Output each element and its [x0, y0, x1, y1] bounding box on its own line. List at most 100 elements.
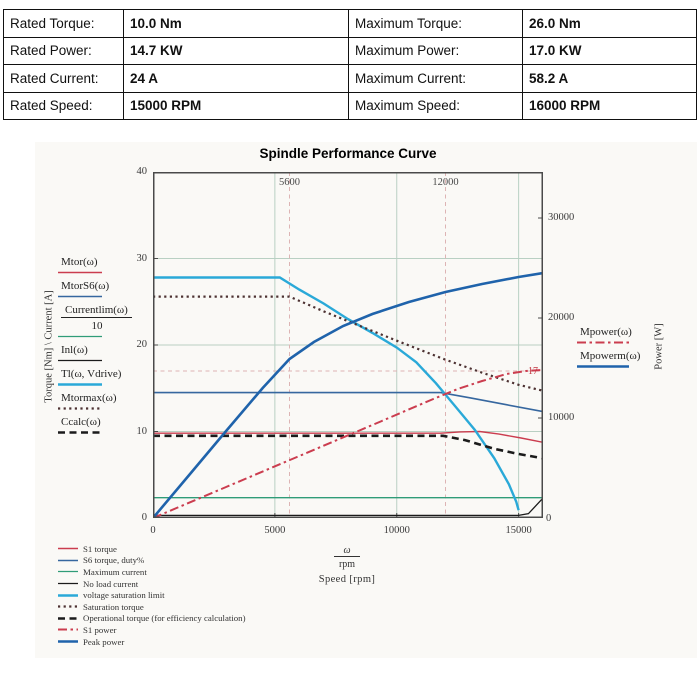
peak-power-curve: [153, 271, 543, 518]
spec-row: Rated Current: 24 A Maximum Current: 58.2 A: [3, 64, 697, 93]
trace-label-text: Mtormax(ω): [61, 392, 117, 404]
y-left-tick-label: 30: [136, 252, 148, 264]
legend-item-no-load-current: No load current: [58, 578, 246, 590]
trace-label-voltage-saturation-limit: Tl(ω, Vdrive): [58, 368, 136, 387]
right-trace-labels: Mpower(ω) Mpowerm(ω): [577, 326, 640, 374]
spec-value: 17.0 KW: [522, 36, 697, 65]
legend-line-sample: [58, 559, 78, 562]
legend-label: Maximum current: [83, 566, 147, 577]
x-tick-label: 0: [150, 525, 156, 536]
spec-row: Rated Speed: 15000 RPM Maximum Speed: 16000…: [3, 91, 697, 120]
s6-torque-duty-curve: [153, 391, 543, 413]
legend-label: Saturation torque: [83, 601, 144, 612]
y-left-tick-label: 0: [141, 512, 147, 523]
spec-value: 26.0 Nm: [522, 9, 697, 38]
legend-label: No load current: [83, 578, 139, 589]
legend-line-sample: [58, 571, 78, 573]
y-marker-label: 17: [528, 365, 538, 377]
legend-item-operational-torque-for-efficiency-calculation: Operational torque (for efficiency calcu…: [58, 613, 246, 625]
legend-line-sample: [58, 628, 78, 631]
spec-label: Rated Power:: [3, 36, 124, 65]
saturation-torque-curve: [153, 295, 543, 392]
x-tick-label: 5000: [264, 525, 286, 536]
x-marker-label: 5600: [279, 177, 300, 188]
y-right-tick-label: 10000: [548, 412, 575, 423]
chart-title: Spindle Performance Curve: [259, 146, 437, 161]
chart-legend: S1 torque S6 torque, duty% Maximum current…: [58, 543, 246, 647]
voltage-saturation-limit-curve: [153, 276, 520, 511]
spec-value: 16000 RPM: [522, 91, 697, 120]
left-trace-labels: Mtor(ω) MtorS6(ω) Currentlim(ω) 10 Inl(ω) Tl(…: [58, 256, 136, 440]
legend-item-s1-power: S1 power: [58, 624, 246, 636]
trace-label-text: Mpower(ω): [580, 326, 632, 338]
legend-line-sample: [577, 365, 629, 368]
trace-label-peak-power: Mpowerm(ω): [577, 350, 640, 369]
y-right-tick-label: 0: [546, 513, 552, 524]
legend-label: S6 torque, duty%: [83, 555, 145, 566]
x-axis-title: ω rpm Speed [rpm]: [307, 540, 387, 585]
legend-line-sample: [58, 383, 102, 386]
y-axis-left-title: Torque [Nm] \ Current [A]: [43, 290, 55, 403]
spec-value: 10.0 Nm: [123, 9, 349, 38]
spec-value: 58.2 A: [522, 64, 697, 93]
legend-line-sample: [58, 431, 102, 434]
trace-label-no-load-current: Inl(ω): [58, 344, 136, 363]
y-right-tick-label: 20000: [548, 312, 575, 323]
trace-label-text: Inl(ω): [61, 344, 88, 356]
spec-row: Rated Power: 14.7 KW Maximum Power: 17.0 KW: [3, 36, 697, 65]
trace-label-s1-power: Mpower(ω): [577, 326, 640, 345]
legend-item-voltage-saturation-limit: voltage saturation limit: [58, 589, 246, 601]
spec-label: Rated Torque:: [3, 9, 124, 38]
y-left-tick-label: 20: [136, 339, 148, 350]
legend-line-sample: [58, 407, 102, 410]
legend-item-peak-power: Peak power: [58, 636, 246, 648]
legend-item-maximum-current: Maximum current: [58, 566, 246, 578]
legend-line-sample: [58, 359, 102, 362]
spec-value: 24 A: [123, 64, 349, 93]
legend-line-sample: [58, 582, 78, 585]
trace-label-text: Currentlim(ω): [61, 304, 132, 318]
trace-label-text: Tl(ω, Vdrive): [61, 368, 122, 380]
operational-torque-for-efficiency-calculation-curve: [153, 434, 543, 460]
x-tick-label: 10000: [383, 525, 410, 536]
spec-label: Maximum Current:: [348, 64, 523, 93]
s1-power-curve: [153, 369, 543, 518]
trace-label-saturation-torque: Mtormax(ω): [58, 392, 136, 411]
legend-item-s1-torque: S1 torque: [58, 543, 246, 555]
spec-value: 14.7 KW: [123, 36, 349, 65]
x-axis-omega: ω: [334, 545, 360, 557]
trace-label-text: Ccalc(ω): [61, 416, 101, 428]
x-axis-label: Speed [rpm]: [318, 574, 376, 585]
spec-table-body: Rated Torque: 10.0 Nm Maximum Torque: 26.0 …: [3, 9, 697, 120]
y-left-tick-label: 10: [136, 425, 148, 437]
legend-line-sample: [58, 640, 78, 643]
trace-label-s6-torque-duty: MtorS6(ω): [58, 280, 136, 299]
performance-figure: Spindle Performance Curve Torque [Nm] \ …: [0, 140, 700, 685]
spec-value: 15000 RPM: [123, 91, 349, 120]
trace-label-s1-torque: Mtor(ω): [58, 256, 136, 275]
spec-label: Rated Current:: [3, 64, 124, 93]
no-load-current-curve: [153, 497, 543, 517]
legend-item-saturation-torque: Saturation torque: [58, 601, 246, 613]
legend-label: S1 power: [83, 624, 117, 635]
legend-line-sample: [577, 341, 629, 344]
trace-label-text: Mpowerm(ω): [580, 350, 641, 362]
plot-area: [153, 172, 543, 518]
legend-item-s6-torque-duty: S6 torque, duty%: [58, 555, 246, 567]
trace-label-maximum-current: Currentlim(ω) 10: [58, 304, 136, 339]
legend-line-sample: [58, 605, 78, 608]
y-axis-right-title: Power [W]: [653, 323, 665, 370]
figure-background: [35, 142, 697, 658]
legend-line-sample: [58, 295, 102, 298]
y-right-tick-label: 30000: [548, 212, 575, 223]
trace-label-text: Mtor(ω): [61, 256, 98, 268]
x-marker-label: 12000: [432, 177, 459, 188]
trace-label-text: MtorS6(ω): [61, 280, 110, 292]
legend-label: voltage saturation limit: [83, 590, 165, 601]
y-left-tick-label: 40: [136, 166, 148, 177]
legend-line-sample: [58, 271, 102, 274]
trace-label-operational-torque-for-efficiency-calculation: Ccalc(ω): [58, 416, 136, 435]
spec-label: Maximum Power:: [348, 36, 523, 65]
s1-torque-curve: [153, 430, 543, 443]
spec-table: Rated Torque: 10.0 Nm Maximum Torque: 26.0 …: [3, 9, 697, 120]
